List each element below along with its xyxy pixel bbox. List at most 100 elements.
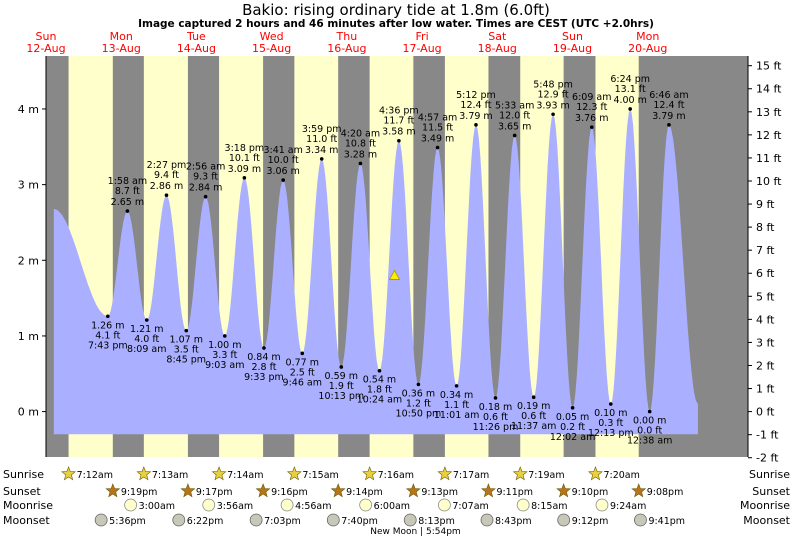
day-date: 18-Aug: [478, 42, 517, 55]
sunrise-icon: [362, 466, 378, 481]
moonrise-time: 3:00am: [139, 501, 175, 512]
row-label-moonset-right: Moonset: [743, 514, 790, 527]
tide-point: [300, 351, 305, 356]
day-name: Sat: [488, 30, 507, 43]
high-tide-time: 6:09 am: [572, 92, 611, 103]
sunset-icon: [330, 483, 346, 498]
row-label-moonset: Moonset: [3, 514, 50, 527]
low-tide-m: 0.10 m: [594, 408, 627, 419]
low-tide-ft: 0.2 ft: [560, 422, 585, 433]
high-tide-time: 5:33 am: [495, 100, 534, 111]
sunset-icon: [556, 483, 572, 498]
moonrise-icon: [124, 498, 138, 512]
row-label-sunset: Sunset: [3, 485, 41, 498]
high-tide-m: 3.79 m: [459, 111, 492, 122]
row-label-moonrise-right: Moonrise: [740, 499, 790, 512]
sunset-time: 9:14pm: [346, 487, 383, 498]
day-name: Sun: [562, 30, 583, 43]
low-tide-time: 9:46 am: [283, 377, 322, 388]
moonset-icon: [172, 513, 186, 527]
tide-point: [667, 123, 671, 127]
sunset-icon: [255, 483, 271, 498]
moonset-time: 6:22pm: [187, 516, 224, 527]
tide-point: [647, 409, 652, 414]
high-tide-ft: 11.7 ft: [383, 116, 414, 127]
day-name: Fri: [416, 30, 429, 43]
tide-point: [222, 334, 227, 338]
tide-point: [397, 138, 401, 143]
day-date: 17-Aug: [402, 42, 441, 55]
tide-point: [474, 123, 478, 127]
day-date: 20-Aug: [628, 42, 667, 55]
tide-curve: [53, 109, 698, 435]
low-tide-m: 1.07 m: [170, 335, 203, 346]
sunrise-time: 7:17am: [453, 470, 489, 481]
high-tide-m: 2.65 m: [111, 197, 144, 208]
sunrise-time: 7:16am: [378, 470, 414, 481]
sunrise-icon: [61, 466, 77, 481]
low-tide-ft: 0.6 ft: [521, 411, 546, 422]
axes: 0 m 1 m 2 m 3 m 4 m -2 ft -1 ft 0 ft 1 ft 2 ft 3 f…: [18, 56, 782, 465]
low-tide-m: 0.36 m: [402, 388, 435, 399]
right-tick-label: 9 ft: [756, 198, 775, 211]
right-tick-label: 12 ft: [756, 129, 782, 142]
tide-point: [628, 107, 632, 111]
high-tide-m: 3.76 m: [575, 113, 608, 124]
high-tide-time: 4:36 pm: [379, 106, 419, 117]
moonrise-icon: [516, 498, 530, 512]
high-tide-ft: 11.5 ft: [422, 123, 453, 134]
moonrise-icon: [437, 498, 451, 512]
high-tide-time: 1:58 am: [108, 176, 147, 187]
low-tide-time: 8:45 pm: [166, 355, 206, 366]
low-tide-time: 11:26 pm: [473, 422, 519, 433]
high-tide-m: 3.28 m: [344, 149, 377, 160]
low-tide-ft: 2.5 ft: [290, 367, 315, 378]
day-name: Thu: [336, 30, 358, 43]
sunrise-time: 7:14am: [227, 470, 263, 481]
tide-point: [144, 318, 149, 322]
high-tide-time: 2:56 am: [186, 162, 225, 173]
tide-point: [435, 145, 440, 150]
moonset-icon: [557, 513, 571, 527]
right-tick-label: 4 ft: [756, 313, 775, 326]
low-tide-m: 0.59 m: [325, 371, 358, 382]
sunset-icon: [105, 483, 121, 498]
moonset-time: 9:12pm: [572, 516, 609, 527]
high-tide-ft: 10.1 ft: [229, 153, 260, 164]
low-tide-ft: 1.8 ft: [367, 385, 392, 396]
high-tide-m: 3.65 m: [498, 121, 531, 132]
high-tide-ft: 8.7 ft: [115, 186, 140, 197]
moonrise-time: 7:07am: [452, 501, 488, 512]
day-date: 16-Aug: [327, 42, 366, 55]
moonrise-icon: [280, 498, 294, 512]
low-tide-time: 11:37 am: [511, 421, 556, 432]
low-tide-m: 0.18 m: [479, 402, 512, 413]
day-date: 19-Aug: [553, 42, 592, 55]
low-tide-time: 12:13 pm: [588, 428, 634, 439]
tide-point: [319, 157, 324, 161]
low-tide-time: 11:01 am: [434, 410, 479, 421]
low-tide-time: 12:02 am: [550, 432, 595, 443]
sunset-time: 9:16pm: [271, 487, 308, 498]
moonset-icon: [326, 513, 340, 527]
moonset-time: 8:13pm: [418, 516, 455, 527]
low-tide-m: 0.05 m: [556, 412, 589, 423]
tide-area: [53, 109, 698, 435]
moon-phase: New Moon | 5:54pm: [370, 527, 460, 537]
high-tide-m: 3.79 m: [652, 111, 685, 122]
day-name: Sun: [36, 30, 57, 43]
right-tick-label: 10 ft: [756, 175, 782, 188]
sunset-icon: [180, 483, 196, 498]
low-tide-ft: 3.3 ft: [212, 350, 237, 361]
low-tide-ft: 4.0 ft: [134, 334, 159, 345]
high-tide-ft: 9.4 ft: [154, 170, 179, 181]
high-tide-m: 3.06 m: [266, 166, 299, 177]
low-tide-time: 10:50 pm: [396, 408, 442, 419]
sunset-icon: [405, 483, 421, 498]
high-tide-time: 3:59 pm: [302, 124, 342, 135]
day-labels: Sun12-AugMon13-AugTue14-AugWed15-AugThu1…: [26, 30, 667, 55]
moonset-time: 7:03pm: [264, 516, 301, 527]
high-tide-ft: 12.4 ft: [460, 100, 491, 111]
